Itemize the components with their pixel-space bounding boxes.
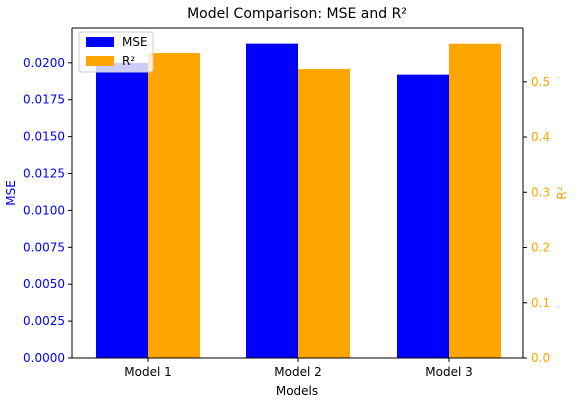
bar-mse-2 — [246, 44, 298, 358]
y-left-tick-label: 0.0025 — [23, 314, 65, 328]
y-left-tick-label: 0.0050 — [23, 277, 65, 291]
bar-r2-2 — [298, 69, 350, 358]
y-left-tick-label: 0.0175 — [23, 93, 65, 107]
y-right-tick-label: 0.1 — [531, 296, 550, 310]
chart-title: Model Comparison: MSE and R² — [187, 6, 407, 22]
legend-label-r2: R² — [122, 54, 135, 68]
legend-label-mse: MSE — [122, 35, 148, 49]
y-right-tick-label: 0.3 — [531, 185, 550, 199]
bar-mse-3 — [397, 75, 449, 358]
legend-swatch-r2 — [86, 56, 114, 66]
y-right-tick-label: 0.2 — [531, 241, 550, 255]
bar-r2-3 — [449, 44, 501, 358]
y-left-tick-label: 0.0150 — [23, 130, 65, 144]
bars-layer — [96, 44, 501, 358]
y-left-tick-label: 0.0100 — [23, 203, 65, 217]
bar-r2-1 — [148, 53, 200, 358]
x-tick-label: Model 2 — [274, 365, 321, 379]
y-left-tick-label: 0.0075 — [23, 240, 65, 254]
bar-mse-1 — [96, 63, 148, 358]
y-left-tick-label: 0.0200 — [23, 56, 65, 70]
y-left-tick-label: 0.0000 — [23, 351, 65, 365]
y-axis-left: 0.0000 0.0025 0.0050 0.0075 0.0100 0.0125 0.01… — [23, 56, 72, 365]
y-right-tick-label: 0.0 — [531, 351, 550, 365]
y-right-tick-label: 0.5 — [531, 75, 550, 89]
legend-swatch-mse — [86, 37, 114, 47]
legend: MSE R² — [79, 32, 153, 72]
y-axis-left-label: MSE — [4, 180, 18, 206]
y-right-tick-label: 0.4 — [531, 130, 550, 144]
x-axis-label: Models — [276, 384, 318, 398]
x-tick-label: Model 3 — [425, 365, 472, 379]
y-axis-right-label: R² — [555, 186, 569, 199]
y-left-tick-label: 0.0125 — [23, 167, 65, 181]
x-tick-label: Model 1 — [124, 365, 171, 379]
